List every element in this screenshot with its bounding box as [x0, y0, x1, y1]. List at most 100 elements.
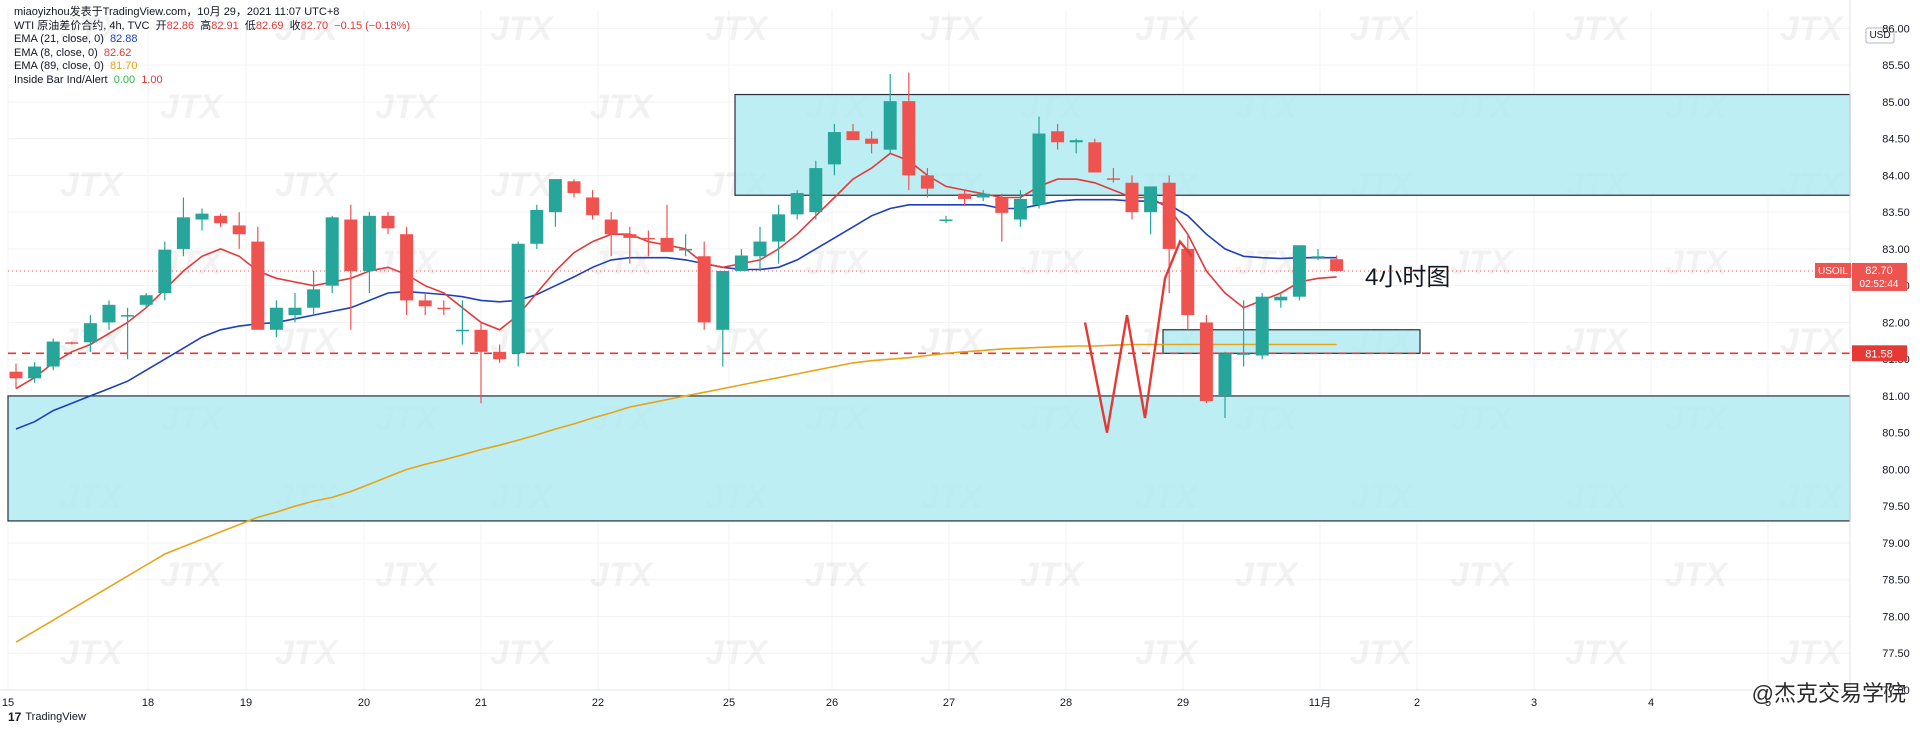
candle-body	[158, 249, 172, 294]
candle-body	[1218, 353, 1232, 396]
candle-body	[623, 234, 637, 238]
price-tick-label: 86.00	[1882, 23, 1910, 35]
symbol-name[interactable]: WTI 原油差价合约, 4h, TVC	[14, 19, 150, 32]
candle-body	[958, 193, 972, 199]
ema89-line	[15, 343, 1337, 643]
weibo-watermark: @杰克交易学院	[1751, 681, 1906, 706]
candle-body	[641, 237, 655, 240]
level-tag-bg	[1852, 345, 1907, 362]
ema8-value: 82.62	[103, 46, 132, 59]
candle-body	[1125, 182, 1139, 213]
indicator-ema89[interactable]: EMA (89, close, 0) 81.70	[14, 60, 138, 72]
candle-body	[1013, 198, 1027, 220]
ema89-value: 81.70	[110, 60, 138, 72]
candle-body	[679, 248, 693, 251]
watermark-mark: JTX	[1135, 10, 1200, 48]
price-tick-label: 84.50	[1882, 134, 1910, 146]
indicator-ema21[interactable]: EMA (21, close, 0) 82.88	[14, 33, 138, 45]
watermark-mark: JTX	[1235, 556, 1300, 594]
candle-body	[455, 329, 469, 332]
price-tick-label: 77.00	[1882, 685, 1910, 697]
watermark-mark: JTX	[590, 244, 655, 282]
candle-body	[883, 101, 897, 150]
watermark-mark: JTX	[1450, 556, 1515, 594]
candle-body	[846, 131, 860, 141]
time-tick-label: 18	[142, 697, 154, 709]
timeframe-annotation: 4小时图	[1365, 264, 1450, 291]
watermark-mark: JTX	[375, 88, 440, 126]
candle-body	[1330, 259, 1344, 271]
candle-body	[1237, 353, 1251, 355]
publisher-line: miaoyizhou发表于TradingView.com，10月 29，2021…	[14, 6, 340, 18]
price-tick-label: 84.00	[1882, 170, 1910, 182]
price-tick-label: 81.00	[1882, 391, 1910, 403]
candle-body	[790, 193, 804, 215]
time-tick-label: 2	[1414, 697, 1420, 709]
high-label: 高	[200, 19, 212, 32]
watermark-mark: JTX	[705, 10, 770, 48]
candle-body	[325, 217, 339, 286]
candle-body	[1255, 296, 1269, 356]
time-tick-label: 15	[2, 697, 14, 709]
watermark-mark: JTX	[1780, 634, 1845, 672]
price-tick-label: 77.50	[1882, 648, 1910, 660]
candle-body	[1162, 182, 1176, 249]
candle-body	[214, 215, 228, 224]
watermark-mark: JTX	[1565, 634, 1630, 672]
watermark-mark: JTX	[1565, 10, 1630, 48]
candle-body	[734, 255, 748, 271]
time-tick-label: 19	[240, 697, 252, 709]
watermark-mark: JTX	[1665, 244, 1730, 282]
candle-body	[232, 225, 246, 235]
candle-body	[437, 307, 451, 310]
high-value: 82.91	[211, 19, 239, 32]
candle-body	[865, 138, 879, 144]
watermark-mark: JTX	[1565, 322, 1630, 360]
tradingview-brand[interactable]: 17 TradingView	[8, 710, 86, 724]
candle-body	[251, 241, 265, 330]
candle-body	[1292, 245, 1306, 297]
ema21-value: 82.88	[110, 33, 138, 45]
indicator-ema8[interactable]: EMA (8, close, 0) 82.62	[14, 46, 132, 59]
candle-body	[939, 219, 953, 222]
candlesticks[interactable]	[9, 72, 1344, 418]
candle-body	[1106, 178, 1120, 180]
candle-body	[716, 270, 730, 330]
candle-body	[493, 351, 507, 360]
candle-body	[102, 304, 116, 323]
candle-body	[195, 213, 209, 220]
price-tick-label: 85.50	[1882, 60, 1910, 72]
price-tick-label: 79.50	[1882, 501, 1910, 513]
watermark-mark: JTX	[60, 634, 125, 672]
indicator-inside-bar[interactable]: Inside Bar Ind/Alert 0.00 1.00	[14, 73, 163, 86]
candle-body	[46, 341, 60, 367]
time-tick-label: 22	[592, 697, 604, 709]
watermark-mark: JTX	[805, 244, 870, 282]
inside-bar-value2: 1.00	[141, 73, 163, 86]
low-label: 低	[244, 19, 256, 32]
watermark-mark: JTX	[60, 10, 125, 48]
watermark-mark: JTX	[275, 634, 340, 672]
watermark-mark: JTX	[490, 10, 555, 48]
brand-name: TradingView	[25, 711, 86, 723]
time-tick-label: 25	[723, 697, 735, 709]
time-tick-label: 21	[475, 697, 487, 709]
low-value: 82.69	[255, 19, 284, 32]
tradingview-logo-icon: 17	[8, 710, 22, 724]
candle-body	[1311, 256, 1325, 258]
candle-body	[344, 219, 358, 271]
watermark-mark: JTX	[590, 88, 655, 126]
time-tick-label: 11月	[1309, 697, 1331, 709]
time-axis[interactable]: 15 18 19 20 21 22 25 26 27 28 29 11月 2 3 4 5	[0, 689, 1850, 709]
candle-body	[827, 132, 841, 165]
candle-body	[400, 234, 414, 301]
candle-body	[902, 101, 916, 176]
candle-body	[1181, 248, 1195, 316]
candle-body	[176, 217, 190, 249]
inside-bar-value: 0.00	[113, 73, 136, 86]
price-tick-label: 82.00	[1882, 317, 1910, 329]
candle-body	[809, 168, 823, 213]
